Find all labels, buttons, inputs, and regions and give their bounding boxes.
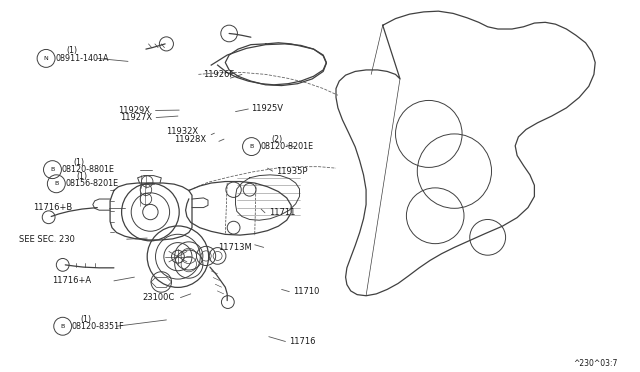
Text: 08911-1401A: 08911-1401A xyxy=(55,54,109,63)
Text: 11927X: 11927X xyxy=(120,113,152,122)
Text: 11711: 11711 xyxy=(269,208,295,217)
Text: (1): (1) xyxy=(77,172,88,181)
Text: 08120-8801E: 08120-8801E xyxy=(61,165,115,174)
Text: SEE SEC. 230: SEE SEC. 230 xyxy=(19,235,75,244)
Text: 08120-8201E: 08120-8201E xyxy=(260,142,314,151)
Text: 11716: 11716 xyxy=(289,337,316,346)
Text: 11713M: 11713M xyxy=(218,243,252,252)
Text: (2): (2) xyxy=(271,135,283,144)
Text: 11929X: 11929X xyxy=(118,106,150,115)
Text: (1): (1) xyxy=(73,158,84,167)
Text: ^230^03:7: ^230^03:7 xyxy=(573,359,618,368)
Text: 11925V: 11925V xyxy=(251,105,283,113)
Text: 11935P: 11935P xyxy=(276,167,308,176)
Text: 11926F: 11926F xyxy=(204,70,235,79)
Text: B: B xyxy=(61,324,65,329)
Text: B: B xyxy=(250,144,253,149)
Text: N: N xyxy=(44,56,49,61)
Text: 08156-8201E: 08156-8201E xyxy=(65,179,118,188)
Text: 23100C: 23100C xyxy=(142,293,174,302)
Text: (1): (1) xyxy=(67,46,77,55)
Text: 11716+B: 11716+B xyxy=(33,203,72,212)
Text: (1): (1) xyxy=(80,315,91,324)
Text: 11928X: 11928X xyxy=(174,135,206,144)
Text: 08120-8351F: 08120-8351F xyxy=(72,322,124,331)
Text: B: B xyxy=(51,167,54,172)
Text: B: B xyxy=(54,181,58,186)
Text: 11710: 11710 xyxy=(293,287,319,296)
Text: 11932X: 11932X xyxy=(166,127,198,136)
Text: 11716+A: 11716+A xyxy=(52,276,92,285)
